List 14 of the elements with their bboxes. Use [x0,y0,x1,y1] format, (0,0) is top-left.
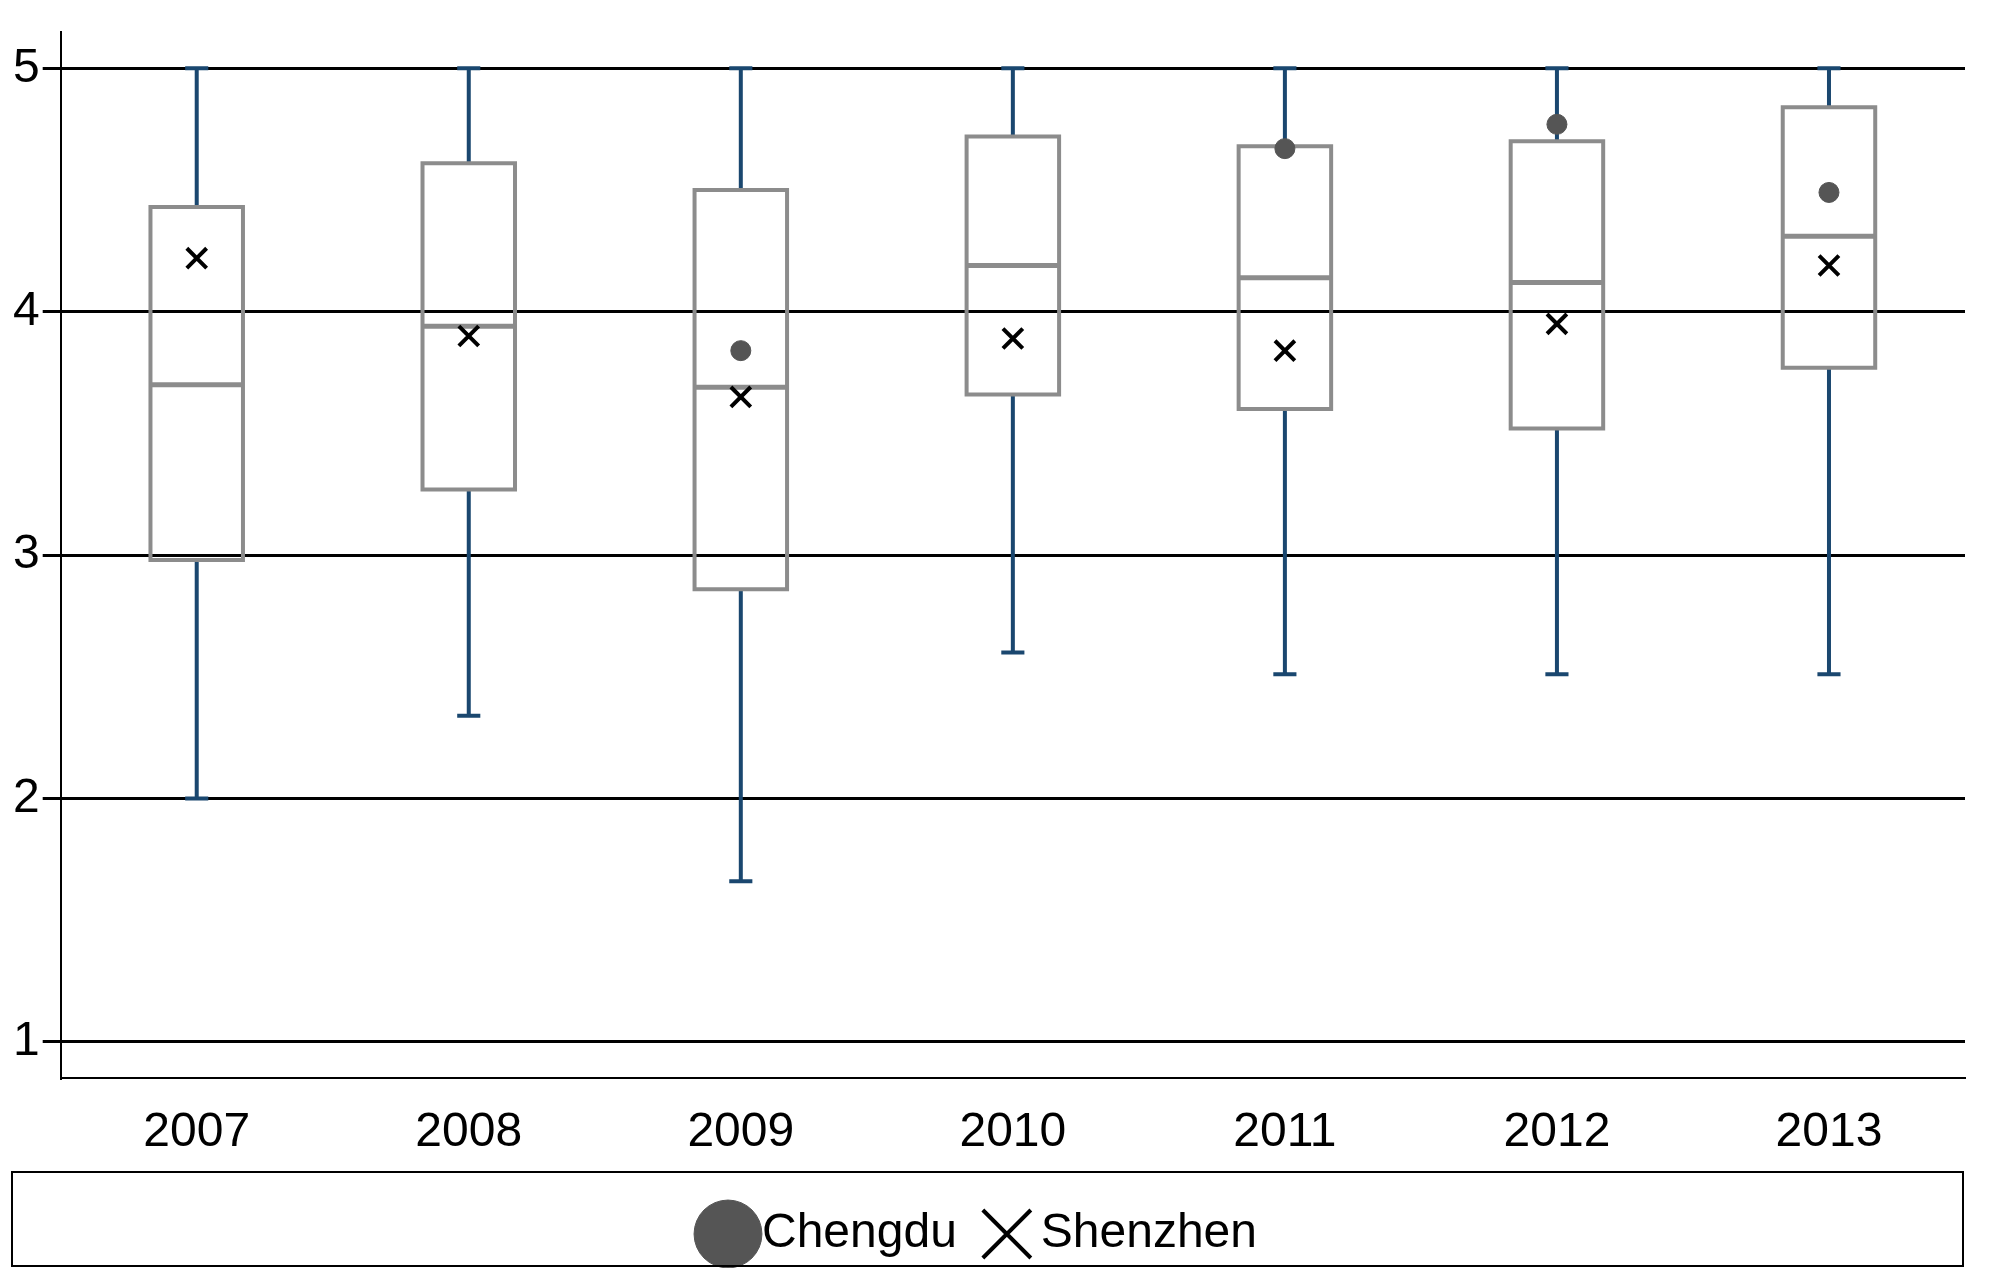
legend-label: Chengdu [761,1204,957,1258]
x-tick-label: 2013 [1775,1103,1883,1157]
x-tick-label: 2007 [143,1103,251,1157]
y-tick-label: 2 [12,768,40,822]
legend-label: Shenzhen [1040,1204,1258,1258]
y-tick-label: 1 [12,1012,40,1066]
x-tick-label: 2009 [687,1103,795,1157]
y-tick-label: 5 [12,38,40,92]
x-tick-label: 2012 [1503,1103,1611,1157]
x-tick-label: 2008 [415,1103,523,1157]
y-tick-label: 3 [12,525,40,579]
x-tick-label: 2011 [1233,1103,1337,1157]
x-tick-label: 2010 [959,1103,1067,1157]
y-tick-label: 4 [12,281,40,335]
